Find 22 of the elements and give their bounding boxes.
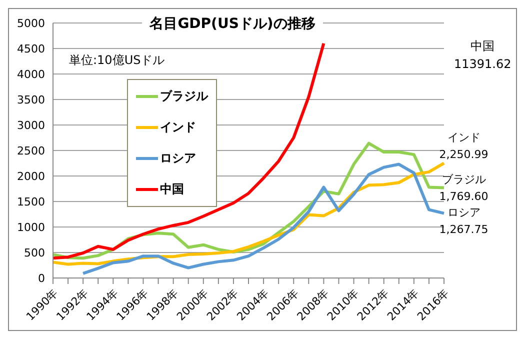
y-tick-label: 4500 [17,42,45,56]
y-tick-label: 3500 [17,93,45,106]
annotation: インド 2,250.99 [438,130,490,164]
y-tick-label: 5000 [17,16,45,30]
annotation: ロシア 1,267.75 [438,205,490,238]
annotation: 単位:10億USドル [69,52,165,69]
y-tick-label: 1000 [17,220,45,234]
y-tick-label: 500 [24,246,45,260]
y-tick-label: 0 [38,272,45,285]
chart-title: 名目GDP(USドル)の推移 [142,16,324,32]
y-tick-label: 2500 [17,144,45,158]
text: 中国 11391.62 [454,38,512,73]
legend-label: 中国 [160,181,184,198]
annotation: ブラジル 1,769.60 [438,172,490,205]
y-tick-label: 4000 [17,68,45,81]
legend-label: インド [160,119,196,136]
y-tick-label: 3000 [17,118,45,132]
line-series [52,42,326,260]
y-tick-label: 1500 [17,195,45,208]
legend-label: ロシア [160,150,196,167]
y-tick-label: 2000 [17,170,45,183]
legend-label: ブラジル [160,88,208,105]
